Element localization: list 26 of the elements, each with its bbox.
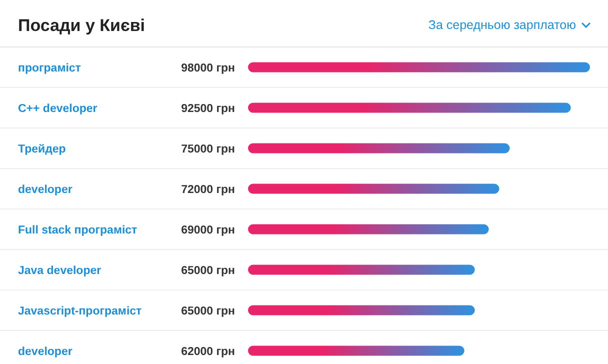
y-tick-label: developer: [18, 346, 73, 358]
text: За середньою зарплатою: [428, 18, 576, 32]
data-label: 75000 грн: [181, 143, 236, 156]
y-tick-label: C++ developer: [18, 102, 98, 115]
bar: [248, 62, 590, 72]
data-label: 62000 грн: [181, 346, 236, 358]
y-tick-label: програміст: [18, 62, 82, 74]
data-label: 69000 грн: [181, 224, 236, 236]
data-label: 98000 грн: [181, 62, 236, 74]
y-tick-label: Java developer: [18, 264, 102, 277]
y-tick-label: Full stack програміст: [18, 224, 138, 236]
bar: [248, 305, 475, 316]
y-tick-label: Трейдер: [18, 143, 66, 156]
bar: [248, 102, 571, 113]
bar: [248, 224, 489, 234]
y-tick-label: developer: [18, 184, 73, 196]
data-label: 65000 грн: [181, 264, 236, 277]
text: Посади у Києві: [18, 16, 146, 35]
bar: [248, 184, 500, 194]
bar: [248, 143, 510, 154]
data-label: 65000 грн: [181, 305, 236, 318]
bar: [248, 264, 475, 275]
data-label: 92500 грн: [181, 102, 236, 115]
y-tick-label: Javascript-програміст: [18, 305, 142, 318]
data-label: 72000 грн: [181, 184, 236, 196]
bar: [248, 346, 464, 356]
